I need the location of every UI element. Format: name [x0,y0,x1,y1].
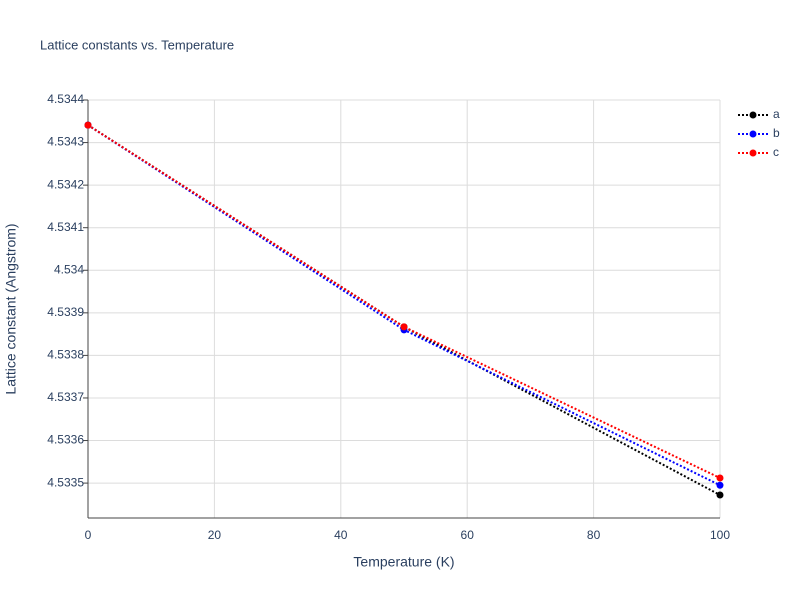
data-point [716,491,724,499]
data-point [400,323,408,331]
y-tick-label: 4.5335 [47,475,84,489]
legend-marker [749,111,757,119]
y-tick-label: 4.534 [54,262,84,276]
y-tick-label: 4.5344 [47,92,84,106]
y-tick-label: 4.5337 [47,390,84,404]
legend-label: b [773,126,780,140]
y-tick-label: 4.5343 [47,135,84,149]
legend-marker [749,149,757,157]
data-point [716,474,724,482]
legend-label: c [773,145,779,159]
y-axis-label: Lattice constant (Angstrom) [3,223,19,394]
y-tick-label: 4.5336 [47,433,84,447]
chart-title: Lattice constants vs. Temperature [40,37,234,52]
x-tick-label: 60 [461,528,475,542]
series-line [87,124,721,496]
legend-label: a [773,107,780,121]
x-tick-label: 100 [710,528,730,542]
y-tick-label: 4.5338 [47,348,84,362]
x-axis-label: Temperature (K) [353,554,454,570]
x-tick-label: 40 [334,528,348,542]
y-tick-label: 4.5341 [47,220,84,234]
data-point [716,481,724,489]
legend-item: b [738,126,780,140]
series-line [87,124,721,487]
legend-marker [749,130,757,138]
y-tick-label: 4.5342 [47,177,84,191]
x-tick-label: 80 [587,528,601,542]
data-point [84,121,92,129]
x-tick-label: 20 [208,528,222,542]
series-line [87,124,721,479]
x-tick-label: 0 [85,528,92,542]
legend-item: c [738,145,779,159]
y-tick-label: 4.5339 [47,305,84,319]
legend-item: a [738,107,780,121]
